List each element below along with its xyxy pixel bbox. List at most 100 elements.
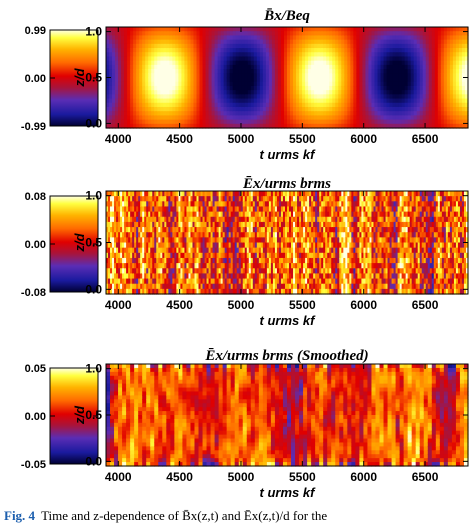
heatmap-cell <box>238 221 242 228</box>
heatmap-cell <box>253 119 258 125</box>
heatmap-cell <box>130 81 134 87</box>
heatmap-cell <box>347 111 351 116</box>
heatmap-cell <box>274 73 279 79</box>
heatmap-cell <box>160 81 164 87</box>
heatmap-cell <box>290 81 294 87</box>
heatmap-cell <box>162 201 165 208</box>
heatmap-cell <box>332 94 336 100</box>
heatmap-cell <box>214 201 218 208</box>
heatmap-cell <box>347 94 351 100</box>
heatmap-cell <box>317 64 321 70</box>
heatmap-cell <box>347 69 351 74</box>
heatmap-cell <box>305 211 308 218</box>
heatmap-cell <box>389 115 394 121</box>
heatmap-cell <box>252 283 256 290</box>
heatmap-cell <box>446 85 451 91</box>
heatmap-cell <box>118 263 121 269</box>
heatmap-cell <box>116 216 119 223</box>
heatmap-cell <box>208 64 213 70</box>
heatmap-cell <box>186 216 190 223</box>
heatmap-cell <box>220 196 224 202</box>
heatmap-cell <box>452 43 457 49</box>
heatmap-cell <box>180 273 184 280</box>
heatmap-cell <box>140 216 143 223</box>
heatmap-cell <box>214 221 218 228</box>
heatmap-cell <box>112 81 116 87</box>
heatmap-cell <box>252 252 256 259</box>
heatmap-cell <box>280 90 285 95</box>
heatmap-cell <box>218 268 222 274</box>
heatmap-cell <box>234 227 238 233</box>
heatmap-cell <box>303 206 306 213</box>
heatmap-cell <box>260 242 264 249</box>
heatmap-cell <box>199 85 204 91</box>
heatmap-cell <box>199 115 204 121</box>
heatmap-cell <box>380 102 385 108</box>
heatmap-cell <box>166 221 169 228</box>
heatmap-cell <box>124 221 127 228</box>
heatmap-cell <box>112 288 115 295</box>
heatmap-cell <box>202 263 206 269</box>
heatmap-cell <box>295 211 298 218</box>
colorbar-tick-label: 0.00 <box>25 239 46 251</box>
heatmap-cell <box>443 123 448 129</box>
heatmap-cell <box>184 64 189 70</box>
heatmap-cell <box>280 43 285 49</box>
heatmap-cell <box>247 48 252 53</box>
heatmap-cell <box>236 288 240 295</box>
heatmap-cell <box>212 242 216 249</box>
heatmap-cell <box>124 52 128 58</box>
heatmap-cell <box>145 90 149 95</box>
heatmap-cell <box>431 81 436 87</box>
heatmap-cell <box>166 237 169 244</box>
heatmap-cell <box>377 123 382 129</box>
heatmap-cell <box>218 221 222 228</box>
heatmap-cell <box>280 237 284 244</box>
heatmap-cell <box>410 27 415 32</box>
heatmap-cell <box>332 90 336 95</box>
heatmap-cell <box>259 43 264 49</box>
heatmap-cell <box>187 115 192 121</box>
heatmap-cell <box>146 247 149 254</box>
heatmap-cell <box>182 288 186 295</box>
heatmap-cell <box>383 90 388 95</box>
heatmap-cell <box>260 191 264 197</box>
heatmap-cell <box>118 232 121 238</box>
heatmap-cell <box>112 227 115 233</box>
heatmap-cell <box>235 31 240 37</box>
heatmap-cell <box>154 237 157 244</box>
heatmap-cell <box>416 90 421 95</box>
heatmap-cell <box>163 119 167 125</box>
heatmap-cell <box>200 273 204 280</box>
heatmap-cell <box>413 56 418 62</box>
heatmap-cell <box>443 27 448 32</box>
heatmap-cell <box>157 64 161 70</box>
heatmap-cell <box>170 242 173 249</box>
heatmap-cell <box>350 119 354 125</box>
heatmap-cell <box>126 221 129 228</box>
heatmap-cell <box>130 232 133 238</box>
heatmap-cell <box>295 201 298 208</box>
heatmap-cell <box>132 196 135 202</box>
heatmap-cell <box>184 232 188 238</box>
heatmap-cell <box>205 111 210 116</box>
heatmap-cell <box>253 69 258 74</box>
heatmap-cell <box>142 263 145 269</box>
heatmap-cell <box>187 35 192 41</box>
heatmap-cell <box>134 252 137 259</box>
heatmap-cell <box>246 216 250 223</box>
heatmap-cell <box>145 60 149 66</box>
heatmap-cell <box>151 81 155 87</box>
heatmap-cell <box>265 94 270 100</box>
heatmap-cell <box>190 73 195 79</box>
heatmap-cell <box>407 123 412 129</box>
heatmap-cell <box>162 221 165 228</box>
heatmap-cell <box>220 206 224 213</box>
heatmap-cell <box>142 196 145 202</box>
heatmap-cell <box>118 69 122 74</box>
heatmap-cell <box>359 39 364 45</box>
heatmap-cell <box>446 90 451 95</box>
heatmap-cell <box>228 278 232 285</box>
heatmap-cell <box>238 31 243 37</box>
heatmap-cell <box>166 268 169 274</box>
